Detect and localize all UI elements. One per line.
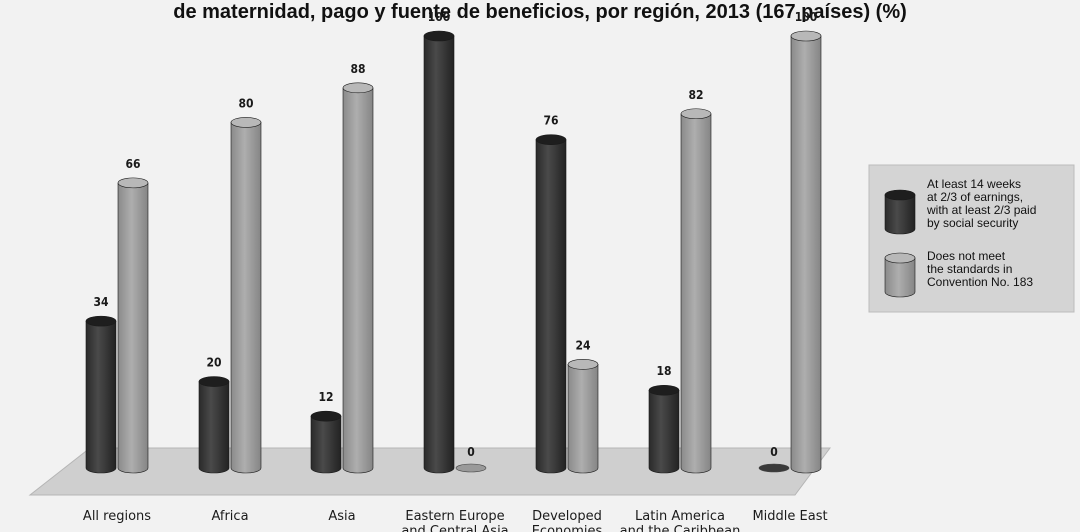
chart-title: de maternidad, pago y fuente de benefici… (173, 1, 907, 23)
bar-s1-3 (455, 463, 487, 473)
bar-s0-1 (198, 376, 230, 474)
data-label: 0 (467, 445, 475, 459)
category-label: and the Caribbean (620, 524, 741, 532)
legend-swatch-top (884, 189, 916, 201)
legend-swatch-light (884, 252, 916, 298)
legend-entry-0-line: at 2/3 of earnings, (927, 190, 1023, 204)
category-label: Middle East (752, 509, 827, 524)
legend-entry-0-line: At least 14 weeks (927, 177, 1021, 191)
category-label: Asia (328, 509, 355, 524)
bar-s1-1 (230, 117, 262, 474)
category-label: Economies (532, 524, 603, 532)
bar-body (198, 381, 230, 474)
bar-s0-5 (648, 384, 680, 474)
bar-s0-4 (535, 134, 567, 474)
bar-body (117, 182, 149, 474)
legend-entry-1-line: Convention No. 183 (927, 275, 1033, 289)
bar-s0-6 (758, 463, 790, 473)
category-label: Latin America (635, 509, 725, 524)
data-label: 0 (770, 445, 778, 459)
bar-s1-2 (342, 82, 374, 474)
bar-s1-0 (117, 177, 149, 474)
bar-top (198, 376, 230, 387)
legend-swatch-body (884, 257, 916, 298)
bar-zero-disc (758, 463, 790, 473)
category-label: Eastern Europe (405, 509, 504, 524)
legend-swatch-top (884, 252, 916, 264)
data-label: 12 (318, 390, 333, 404)
bar-top (85, 315, 117, 327)
data-label: 76 (543, 114, 558, 128)
bar-body (310, 415, 342, 474)
category-label: Africa (211, 509, 248, 524)
bar-s0-0 (85, 315, 117, 474)
legend-entry-1-line: Does not meet (927, 249, 1006, 263)
data-label: 82 (688, 88, 703, 102)
bar-top (790, 30, 822, 42)
data-label: 20 (206, 356, 221, 370)
bar-s1-6 (790, 30, 822, 474)
legend-entry-0-line: with at least 2/3 paid (926, 203, 1036, 217)
legend-swatch-body (884, 194, 916, 235)
category-label: All regions (83, 509, 151, 524)
bar-s1-4 (567, 359, 599, 474)
bar-body (648, 389, 680, 474)
bar-body (230, 122, 262, 474)
bar-body (680, 113, 712, 474)
data-label: 88 (350, 62, 365, 76)
bar-body (423, 35, 455, 474)
bar-s0-3 (423, 30, 455, 474)
bar-s1-5 (680, 108, 712, 474)
bar-top (342, 82, 374, 94)
category-label: Developed (532, 509, 602, 524)
bar-top (680, 108, 712, 120)
bar-top (117, 177, 149, 189)
bar-top (535, 134, 567, 145)
bar-top (423, 30, 455, 42)
data-label: 100 (795, 10, 818, 24)
bar-body (567, 364, 599, 474)
legend-entry-1-line: the standards in (927, 262, 1012, 276)
bar-top (567, 359, 599, 370)
bar-top (230, 117, 262, 128)
category-label: and Central Asia (401, 524, 508, 532)
bar-body (342, 87, 374, 474)
bar-body (85, 320, 117, 474)
legend-entry-0-line: by social security (927, 216, 1018, 230)
data-label: 66 (125, 157, 140, 171)
legend-swatch-dark (884, 189, 916, 235)
bar-top (310, 410, 342, 422)
data-label: 24 (575, 338, 591, 352)
data-label: 80 (238, 96, 253, 110)
data-label: 100 (428, 10, 451, 24)
bar-body (790, 35, 822, 474)
bar-top (648, 384, 680, 396)
data-label: 34 (93, 295, 109, 309)
bar-s0-2 (310, 410, 342, 474)
bar-zero-disc (455, 463, 487, 473)
data-label: 18 (656, 364, 671, 378)
bar-body (535, 139, 567, 474)
